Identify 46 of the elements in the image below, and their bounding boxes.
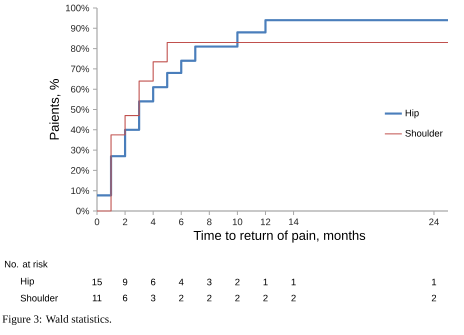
text: 3	[150, 294, 156, 302]
text: 2	[235, 294, 240, 302]
text: 2	[291, 294, 296, 302]
y-axis-title: Paients, %	[49, 79, 60, 140]
legend-label: Shoulder	[405, 130, 443, 137]
x-tick-label: 14	[289, 218, 299, 226]
text: 11	[92, 294, 102, 302]
y-tick-label: 60%	[71, 86, 90, 93]
text: 3	[207, 278, 212, 286]
text: 2	[179, 294, 184, 302]
legend-label: Hip	[406, 109, 419, 118]
caption: Figure 3: Wald statistics.	[2, 315, 112, 325]
x-tick-label: 8	[207, 218, 212, 226]
x-tick-label: 0	[94, 218, 100, 226]
text: 1	[264, 278, 268, 286]
x-tick-label: 6	[179, 218, 184, 226]
y-tick-label: 90%	[70, 24, 90, 32]
text: 4	[178, 278, 184, 286]
text: 2	[263, 294, 268, 302]
y-tick-label: 70%	[71, 66, 90, 72]
y-tick-label: 100%	[66, 4, 90, 12]
x-tick-label: 10	[232, 218, 242, 226]
text: 1	[432, 278, 436, 286]
x-tick-label: 4	[150, 218, 156, 226]
text: 2	[235, 278, 240, 286]
x-tick-label: 12	[260, 218, 270, 226]
text: 6	[151, 278, 156, 286]
y-tick-label: 10%	[71, 187, 90, 194]
y-tick-label: 80%	[70, 45, 90, 52]
y-tick-label: 50%	[70, 106, 90, 113]
text: 1	[292, 278, 296, 286]
text: Hip	[20, 278, 34, 286]
y-tick-label: 30%	[70, 146, 90, 154]
text: 15	[92, 278, 102, 286]
y-tick-label: 20%	[71, 167, 90, 174]
y-tick-label: 40%	[70, 126, 90, 134]
x-axis-title: Time to return of pain, months	[194, 230, 366, 243]
text: 9	[122, 278, 128, 286]
x-tick-label: 2	[122, 218, 128, 226]
text: No. at risk	[4, 260, 48, 268]
x-tick-label: 24	[429, 218, 439, 226]
text: 2	[432, 294, 436, 302]
text: Shoulder	[20, 294, 58, 302]
text: 6	[122, 294, 128, 302]
y-tick-label: 0%	[76, 208, 90, 214]
text: 2	[207, 294, 212, 302]
